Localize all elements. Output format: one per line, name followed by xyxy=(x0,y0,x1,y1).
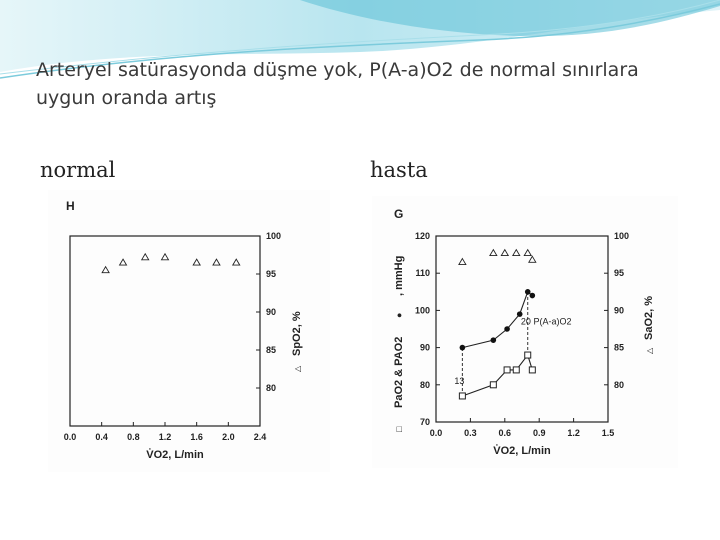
x-axis-label-h: V̇O2, L/min xyxy=(146,448,204,461)
x-tick-label: 0.4 xyxy=(95,432,108,442)
panel-label-normal: normal xyxy=(40,158,116,182)
x-tick-label: 0.3 xyxy=(464,428,477,438)
x-tick-label: 0.0 xyxy=(430,428,443,438)
y-tick-label-right: 95 xyxy=(266,269,276,279)
y-axis-label-left-units-g: , mmHg xyxy=(393,256,405,296)
x-tick-label: 1.2 xyxy=(159,432,172,442)
y-tick-label-right: 85 xyxy=(266,345,276,355)
decorative-header-banner xyxy=(0,0,720,79)
data-point-arterial xyxy=(458,392,466,400)
data-point-arterial xyxy=(489,381,497,389)
data-point-spo2 xyxy=(140,252,150,261)
chart-hasta-pao2: G 0.0 0.3 0.6 0.9 1.2 1.5 70 80 90 100 110 120 80 85 90… xyxy=(372,196,678,468)
panel-label-hasta: hasta xyxy=(370,158,428,182)
legend-marker-circle-g: ● xyxy=(394,313,404,318)
y-tick-label-right: 80 xyxy=(266,383,276,393)
y-tick-label-right: 100 xyxy=(266,231,281,241)
y-tick-label-right: 80 xyxy=(614,380,624,390)
x-tick-label: 0.8 xyxy=(127,432,140,442)
y-tick-label-right: 100 xyxy=(614,231,629,241)
y-axis-label-left-g: PaO2 & PAO2 xyxy=(393,337,405,408)
data-point-sao2 xyxy=(500,248,510,257)
annotation-gradient-13: 13 xyxy=(454,376,464,386)
legend-marker-triangle-h: △ xyxy=(293,365,302,372)
x-tick-label: 1.5 xyxy=(602,428,615,438)
y-tick-label-right: 95 xyxy=(614,268,624,278)
x-tick-label: 0.0 xyxy=(64,432,77,442)
y-tick-label-left: 90 xyxy=(420,343,430,353)
data-point-alveolar xyxy=(529,292,536,299)
y-tick-label-right: 90 xyxy=(266,307,276,317)
data-point-sao2 xyxy=(489,248,498,257)
data-point-spo2 xyxy=(160,252,170,261)
chart-normal-spo2: H 0.0 0.4 0.8 1.2 1.6 2.0 2.4 80 85 90 95 100 V̇O2, L… xyxy=(48,190,330,472)
x-axis-label-g: V̇O2, L/min xyxy=(493,444,551,457)
annotation-gradient-20: 20 xyxy=(521,317,531,327)
y-tick-label-right: 90 xyxy=(614,305,624,315)
y-tick-label-left: 70 xyxy=(420,417,430,427)
y-axis-label-right-g: SaO2, % xyxy=(643,296,655,340)
data-point-spo2 xyxy=(118,258,128,266)
series-line-pao2-arterial xyxy=(462,353,533,397)
data-point-alveolar xyxy=(459,344,466,351)
banner-wave-line-2 xyxy=(0,0,720,75)
legend-marker-triangle-g: △ xyxy=(645,347,654,354)
plot-frame-h xyxy=(69,235,261,427)
plot-frame-g xyxy=(435,235,609,423)
data-point-spo2 xyxy=(192,258,201,266)
data-point-alveolar xyxy=(490,337,497,343)
data-point-alveolar xyxy=(504,326,510,332)
legend-marker-square-g: □ xyxy=(394,426,404,432)
data-point-alveolar xyxy=(516,311,523,317)
y-axis-label-right-h: SpO2, % xyxy=(291,311,303,356)
x-tick-label: 1.6 xyxy=(190,432,203,442)
y-tick-label-right: 85 xyxy=(614,343,624,353)
annotation-p-a-a-o2: P(A-a)O2 xyxy=(533,317,571,327)
x-tick-label: 2.0 xyxy=(222,432,235,442)
y-tick-label-left: 100 xyxy=(415,305,430,315)
data-point-sao2 xyxy=(523,248,533,257)
data-point-sao2 xyxy=(528,255,537,263)
data-point-arterial xyxy=(524,351,532,359)
data-point-spo2 xyxy=(231,258,241,266)
data-point-alveolar xyxy=(524,289,531,295)
data-point-sao2 xyxy=(458,257,467,265)
data-point-spo2 xyxy=(212,258,221,266)
data-point-arterial xyxy=(503,366,511,374)
x-tick-label: 0.6 xyxy=(499,428,512,438)
y-tick-label-left: 80 xyxy=(420,380,430,390)
banner-wave-line xyxy=(0,3,720,79)
data-point-spo2 xyxy=(101,265,110,274)
y-tick-label-left: 120 xyxy=(415,231,430,241)
x-tick-label: 0.9 xyxy=(533,428,546,438)
y-tick-label-left: 110 xyxy=(415,268,430,278)
panel-letter-g: G xyxy=(394,207,403,221)
x-tick-label: 2.4 xyxy=(254,432,267,442)
panel-letter-h: H xyxy=(66,199,75,213)
x-tick-label: 1.2 xyxy=(567,428,580,438)
data-point-arterial xyxy=(512,366,520,374)
data-point-sao2 xyxy=(511,248,521,257)
slide-title: Arteryel satürasyonda düşme yok, P(A-a)O… xyxy=(36,59,639,109)
data-point-arterial xyxy=(528,366,536,374)
